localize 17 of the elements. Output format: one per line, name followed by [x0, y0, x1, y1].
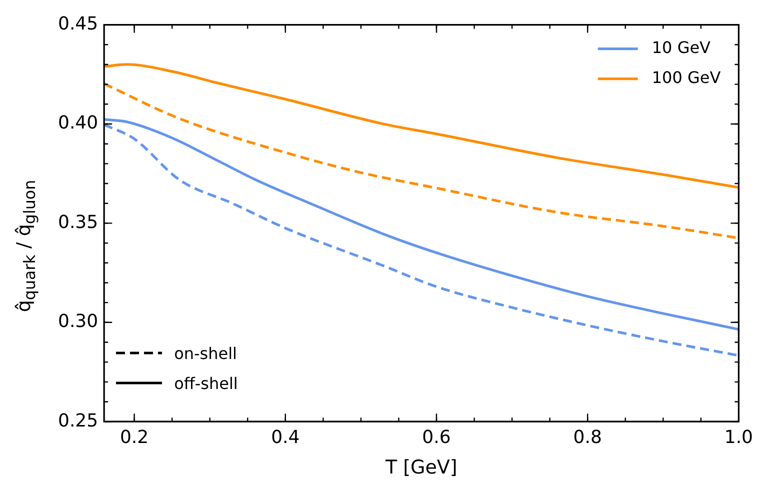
- line-series: [104, 82, 739, 240]
- y-tick-label: 0.40: [58, 112, 98, 134]
- line-series: [104, 63, 739, 189]
- annotation: on-shell: [174, 344, 237, 363]
- x-tick-label: 0.8: [573, 427, 602, 448]
- x-axis-title: T [GeV]: [384, 456, 458, 479]
- legend-label: 10 GeV: [652, 38, 711, 57]
- x-tick-label: 0.2: [120, 427, 149, 448]
- x-tick-label: 0.6: [422, 427, 451, 448]
- annotation: off-shell: [174, 374, 238, 393]
- y-tick-label: 0.45: [58, 13, 98, 34]
- x-tick-label: 1.0: [724, 427, 754, 448]
- y-tick-label: 0.30: [58, 311, 98, 332]
- x-tick-label: 0.4: [271, 427, 300, 448]
- y-tick-label: 0.35: [58, 212, 98, 233]
- y-tick-label: 0.25: [58, 410, 98, 432]
- legend-label: 100 GeV: [652, 68, 721, 87]
